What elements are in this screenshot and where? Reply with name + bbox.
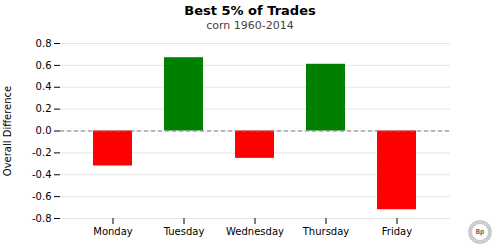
svg-text:-0.4: -0.4 [32,169,52,180]
svg-text:-0.6: -0.6 [32,191,52,202]
svg-text:0.6: 0.6 [36,60,52,71]
svg-text:0.4: 0.4 [36,81,52,92]
svg-text:Overall Difference: Overall Difference [2,86,13,176]
svg-text:0.2: 0.2 [36,103,52,114]
svg-text:Tuesday: Tuesday [163,226,205,237]
html-text:corn 1960-2014: corn 1960-2014 [206,19,294,32]
svg-text:0.8: 0.8 [36,38,52,49]
html-text:Bp: Bp [475,228,485,236]
svg-text:Thursday: Thursday [302,226,350,237]
svg-text:Friday: Friday [382,226,412,237]
html-text:Best 5% of Trades: Best 5% of Trades [184,3,316,18]
svg-text:-0.8: -0.8 [32,213,52,224]
svg-text:0.0: 0.0 [36,125,52,136]
svg-text:-0.2: -0.2 [32,147,52,158]
svg-text:Wednesday: Wednesday [226,226,284,237]
svg-text:Monday: Monday [93,226,133,237]
